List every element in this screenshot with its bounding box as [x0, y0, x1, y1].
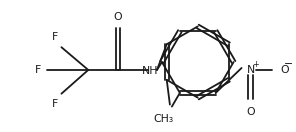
Text: +: + [252, 60, 259, 69]
Text: O: O [114, 12, 123, 22]
Text: NH: NH [142, 66, 158, 76]
Text: F: F [52, 99, 59, 109]
Text: −: − [284, 59, 293, 69]
Text: N: N [246, 65, 255, 75]
Text: F: F [35, 65, 41, 75]
Text: F: F [52, 32, 59, 42]
Text: O: O [280, 65, 289, 75]
Text: CH₃: CH₃ [154, 114, 174, 124]
Text: O: O [246, 107, 255, 117]
